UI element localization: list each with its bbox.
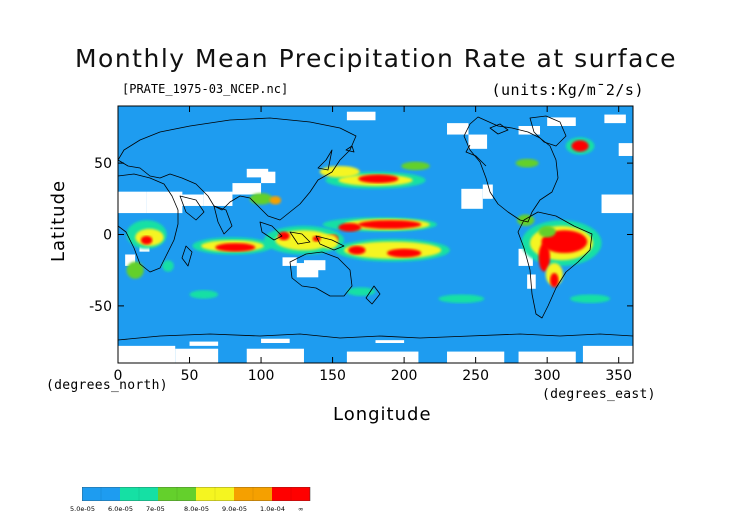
legend-label: 9.0e-05 [222,505,247,513]
precip-region [538,243,551,272]
precip-region [269,195,282,205]
no-rain-cell [146,191,183,214]
legend-swatch [120,487,158,501]
precip-region [249,193,273,205]
precip-region [571,140,589,152]
no-rain-cell [482,184,493,199]
legend-label: 6.0e-05 [108,505,133,513]
precip-region [189,290,219,299]
x-tick-label: 50 [181,368,199,384]
no-rain-cell [246,348,304,363]
legend-label: 5.0e-05 [70,505,95,513]
precip-region [570,294,611,304]
no-rain-cell [375,340,405,344]
precip-region [319,165,360,178]
x-tick-label: 200 [391,368,418,384]
no-rain-cell [604,114,626,124]
legend-label: ∞ [298,505,304,513]
no-rain-cell [118,191,147,214]
no-rain-cell [461,188,483,209]
no-rain-cell [261,338,290,344]
x-tick-label: 300 [534,368,561,384]
no-rain-cell [303,260,326,271]
chart-title: Monthly Mean Precipitation Rate at surfa… [74,44,678,73]
legend-frame [82,487,311,501]
y-tick-label: -50 [89,299,112,315]
x-axis-unit: (degrees_east) [542,387,656,402]
legend-label: 8.0e-05 [184,505,209,513]
precip-region [438,294,485,304]
no-rain-cell [232,183,262,195]
legend-label: 1.0e-04 [260,505,285,513]
precip-region [312,235,322,242]
precip-region [140,235,153,245]
precip-region [550,273,559,288]
no-rain-cell [547,117,576,126]
precip-region [126,261,144,279]
no-rain-cell [189,341,219,346]
units-label: (units:Kg/m¯2/s) [491,81,644,99]
precip-region [358,220,422,229]
no-rain-cell [582,345,633,363]
no-rain-cell [346,351,419,363]
x-tick-label: 350 [605,368,632,384]
no-rain-cell [175,348,219,363]
no-rain-cell [618,143,633,156]
no-rain-cell [601,194,633,214]
color-legend [82,487,311,501]
legend-labels: 5.0e-05 6.0e-05 7e-05 8.0e-05 9.0e-05 1.0e-04… [70,505,330,517]
legend-swatch [158,487,196,501]
y-axis-unit: (degrees_north) [46,378,168,393]
precip-region [515,158,539,168]
precip-region [348,245,366,255]
file-label: [PRATE_1975-03_NCEP.nc] [122,82,289,96]
x-tick-label: 150 [319,368,346,384]
precipitation-regions [126,137,611,304]
no-rain-cell [527,274,536,289]
precip-region [278,231,290,241]
precip-region [338,223,362,232]
map-layer [118,106,633,363]
no-rain-cell [203,191,233,206]
no-rain-cell [518,125,541,135]
legend-label: 7e-05 [146,505,165,513]
x-tick-label: 0 [114,368,123,384]
no-rain-cell [246,168,269,178]
no-rain-cell [447,123,469,135]
precip-region [215,243,256,252]
y-axis-title: Latitude [48,179,69,262]
no-rain-cell [182,194,204,206]
y-tick-label: 0 [103,228,112,244]
precip-region [162,260,174,272]
no-rain-cell [139,245,150,252]
precip-region [401,161,430,171]
precip-region [275,230,333,251]
axis-ticks [117,106,633,363]
x-axis-title: Longitude [333,404,432,425]
no-rain-cell [468,134,488,149]
x-tick-label: 250 [462,368,489,384]
no-rain-cell [125,254,136,266]
no-rain-cell [282,257,297,266]
no-rain-cell [118,345,176,363]
legend-swatch [272,487,310,501]
legend-swatch [234,487,272,501]
x-tick-label: 100 [248,368,275,384]
y-tick-label: 50 [94,156,112,172]
legend-swatch [196,487,234,501]
precip-region [346,287,376,296]
coastlines [118,115,633,341]
precip-region [538,225,556,238]
precip-region [358,174,399,184]
precip-region [386,248,422,258]
no-rain-cell [346,111,376,121]
axis-tick-labels: 0 50 100 150 200 250 300 350 50 0 -50 [89,156,632,384]
precip-region [541,230,588,254]
legend-swatch [82,487,120,501]
